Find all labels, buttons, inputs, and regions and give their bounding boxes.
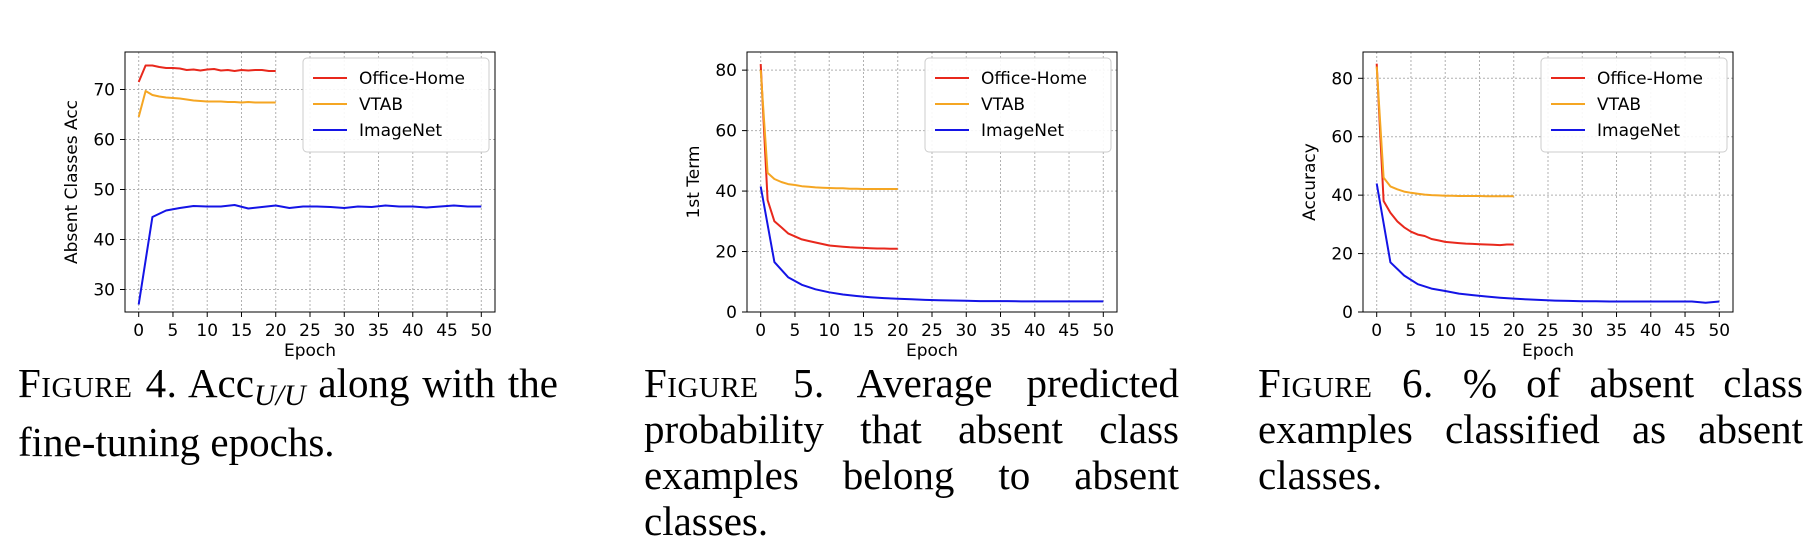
legend-entry: Office-Home: [981, 69, 1087, 89]
legend-box: [1540, 57, 1728, 153]
y-tick-label: 20: [715, 243, 737, 263]
legend-entry: Office-Home: [359, 69, 465, 89]
caption-text: along with the fine-tuning epochs.: [18, 360, 558, 465]
legend: Office-Home VTAB ImageNet: [1540, 57, 1728, 153]
figure-6-caption: Figure 6. % of absent class examples cla…: [1258, 360, 1803, 498]
figure-5-plot: 0 5 10 15 20 25 30 35 40 45 50 0 20 40 60 80 Epoch 1st Te…: [622, 40, 1142, 361]
y-tick-label: 40: [1331, 186, 1353, 206]
y-tick-label: 50: [93, 181, 115, 201]
x-tick-label: 5: [168, 321, 179, 341]
x-tick-label: 0: [755, 321, 766, 341]
x-tick-label: 20: [1503, 321, 1525, 341]
x-tick-label: 5: [790, 321, 801, 341]
x-tick-label: 10: [818, 321, 840, 341]
y-tick-label: 20: [1331, 245, 1353, 265]
y-axis-label: Accuracy: [1300, 143, 1320, 221]
y-tick-label: 60: [93, 131, 115, 151]
chart-figure-5: 0 5 10 15 20 25 30 35 40 45 50 0 20 40 60 80 Epoch 1st Te…: [684, 51, 1118, 361]
x-tick-label: 15: [1469, 321, 1491, 341]
x-tick-label: 0: [1371, 321, 1382, 341]
x-tick-label: 15: [231, 321, 253, 341]
caption-label: Figure 4.: [18, 360, 178, 406]
x-tick-label: 35: [368, 321, 390, 341]
y-tick-label: 60: [1331, 128, 1353, 148]
legend-entry: ImageNet: [1597, 121, 1680, 141]
figure-4-plot: 0 5 10 15 20 25 30 35 40 45 50 30 40 50 60 70 Epoch Absen…: [0, 40, 520, 361]
y-tick-label: 40: [715, 182, 737, 202]
y-tick-label: 0: [1342, 303, 1353, 323]
x-tick-label: 40: [402, 321, 424, 341]
caption-text: % of absent class examples classified as…: [1258, 360, 1804, 498]
x-tick-label: 5: [1406, 321, 1417, 341]
y-axis-label: Absent Classes Acc: [62, 100, 82, 264]
x-tick-label: 10: [1434, 321, 1456, 341]
y-tick-label: 60: [715, 122, 737, 142]
x-tick-label: 30: [1571, 321, 1593, 341]
legend-box: [924, 57, 1112, 153]
series-line-vtab: [1375, 66, 1514, 198]
figure-5-caption: Figure 5. Average predicted probability …: [644, 360, 1179, 544]
series-line-imagenet: [1375, 183, 1720, 304]
y-axis-label: 1st Term: [684, 146, 704, 219]
series-line-office-home: [137, 64, 276, 83]
x-axis-label: Epoch: [1522, 341, 1574, 361]
series-line-imagenet: [759, 186, 1104, 303]
x-tick-label: 40: [1640, 321, 1662, 341]
chart-figure-6: 0 5 10 15 20 25 30 35 40 45 50 0 20 40 60 80 Epoch Accura…: [1300, 51, 1734, 361]
series-line-vtab: [759, 70, 898, 190]
y-tick-label: 70: [93, 81, 115, 101]
x-tick-label: 50: [470, 321, 492, 341]
x-tick-label: 20: [887, 321, 909, 341]
x-tick-label: 0: [133, 321, 144, 341]
caption-label: Figure 5.: [644, 360, 825, 406]
x-tick-label: 25: [299, 321, 321, 341]
x-tick-label: 45: [436, 321, 458, 341]
legend-entry: ImageNet: [981, 121, 1064, 141]
x-tick-label: 15: [853, 321, 875, 341]
series-line-office-home: [1375, 63, 1514, 247]
y-tick-label: 80: [715, 61, 737, 81]
legend-box: [302, 57, 490, 153]
series-line-imagenet: [137, 204, 482, 305]
series-line-vtab: [137, 90, 276, 118]
x-tick-label: 25: [1537, 321, 1559, 341]
caption-acc: Acc: [187, 360, 254, 406]
y-tick-label: 0: [726, 303, 737, 323]
x-tick-label: 30: [333, 321, 355, 341]
figure-6-plot: 0 5 10 15 20 25 30 35 40 45 50 0 20 40 60 80 Epoch Accura…: [1238, 40, 1758, 361]
y-tick-label: 80: [1331, 69, 1353, 89]
legend: Office-Home VTAB ImageNet: [302, 57, 490, 153]
legend: Office-Home VTAB ImageNet: [924, 57, 1112, 153]
x-tick-label: 20: [265, 321, 287, 341]
x-tick-label: 35: [990, 321, 1012, 341]
series-line-office-home: [759, 64, 898, 250]
legend-entry: VTAB: [1597, 95, 1641, 115]
y-tick-label: 30: [93, 281, 115, 301]
chart-figure-4: 0 5 10 15 20 25 30 35 40 45 50 30 40 50 60 70 Epoch Absen…: [62, 51, 496, 361]
legend-entry: Office-Home: [1597, 69, 1703, 89]
x-tick-label: 45: [1674, 321, 1696, 341]
caption-label: Figure 6.: [1258, 360, 1434, 406]
x-tick-label: 25: [921, 321, 943, 341]
legend-entry: VTAB: [359, 95, 403, 115]
y-tick-label: 40: [93, 231, 115, 251]
legend-entry: ImageNet: [359, 121, 442, 141]
x-tick-label: 30: [955, 321, 977, 341]
x-tick-label: 40: [1024, 321, 1046, 341]
x-tick-label: 10: [196, 321, 218, 341]
x-tick-label: 35: [1606, 321, 1628, 341]
x-axis-label: Epoch: [906, 341, 958, 361]
legend-entry: VTAB: [981, 95, 1025, 115]
x-tick-label: 50: [1092, 321, 1114, 341]
x-tick-label: 50: [1708, 321, 1730, 341]
x-axis-label: Epoch: [284, 341, 336, 361]
x-tick-label: 45: [1058, 321, 1080, 341]
figure-4-caption: Figure 4. AccU/U along with the fine-tun…: [18, 360, 558, 465]
caption-subscript: U/U: [253, 379, 306, 412]
